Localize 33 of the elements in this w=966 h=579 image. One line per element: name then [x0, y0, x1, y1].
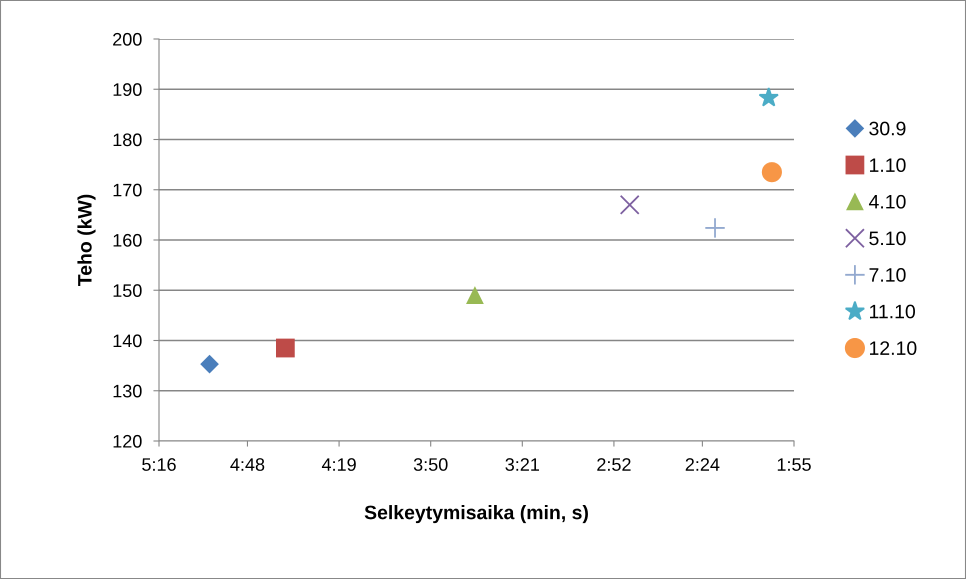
x-tick-label: 4:48 [230, 458, 264, 471]
legend-label: 5.10 [869, 231, 906, 246]
legend-label: 4.10 [868, 194, 906, 209]
x-tick-label: 3:50 [414, 458, 448, 471]
legend-label: 1.10 [870, 158, 906, 172]
x-tick-label: 2:24 [686, 458, 720, 471]
y-tick-label: 130 [114, 384, 142, 398]
y-axis-title: Teho (kW) [77, 194, 96, 286]
x-tick-label: 2:52 [597, 458, 631, 471]
x-tick-label: 3:21 [505, 458, 539, 471]
point [620, 194, 640, 215]
y-tick-label: 190 [114, 83, 142, 96]
y-tick-label: 150 [114, 284, 142, 297]
point [704, 217, 726, 239]
x-tick-label: 4:19 [322, 458, 356, 471]
point [200, 354, 219, 374]
legend-label: 12.10 [870, 341, 916, 356]
x-axis-title: Selkeytymisaika (min, s) [364, 505, 588, 524]
point [276, 338, 295, 358]
legend-label: 7.10 [870, 268, 906, 282]
point [762, 162, 782, 182]
y-tick-label: 160 [114, 234, 142, 247]
y-tick-label: 170 [114, 184, 142, 196]
legend-label: 30.9 [869, 122, 906, 136]
x-tick-label: 1:55 [778, 458, 811, 471]
x-tick-label: 5:16 [142, 458, 176, 471]
y-tick-label: 180 [114, 133, 142, 146]
y-tick-label: 140 [114, 334, 142, 348]
y-tick-label: 120 [114, 434, 142, 448]
y-tick-label: 200 [113, 32, 142, 46]
point [466, 286, 484, 304]
point [758, 87, 779, 107]
legend-label: 11.10 [870, 304, 915, 318]
